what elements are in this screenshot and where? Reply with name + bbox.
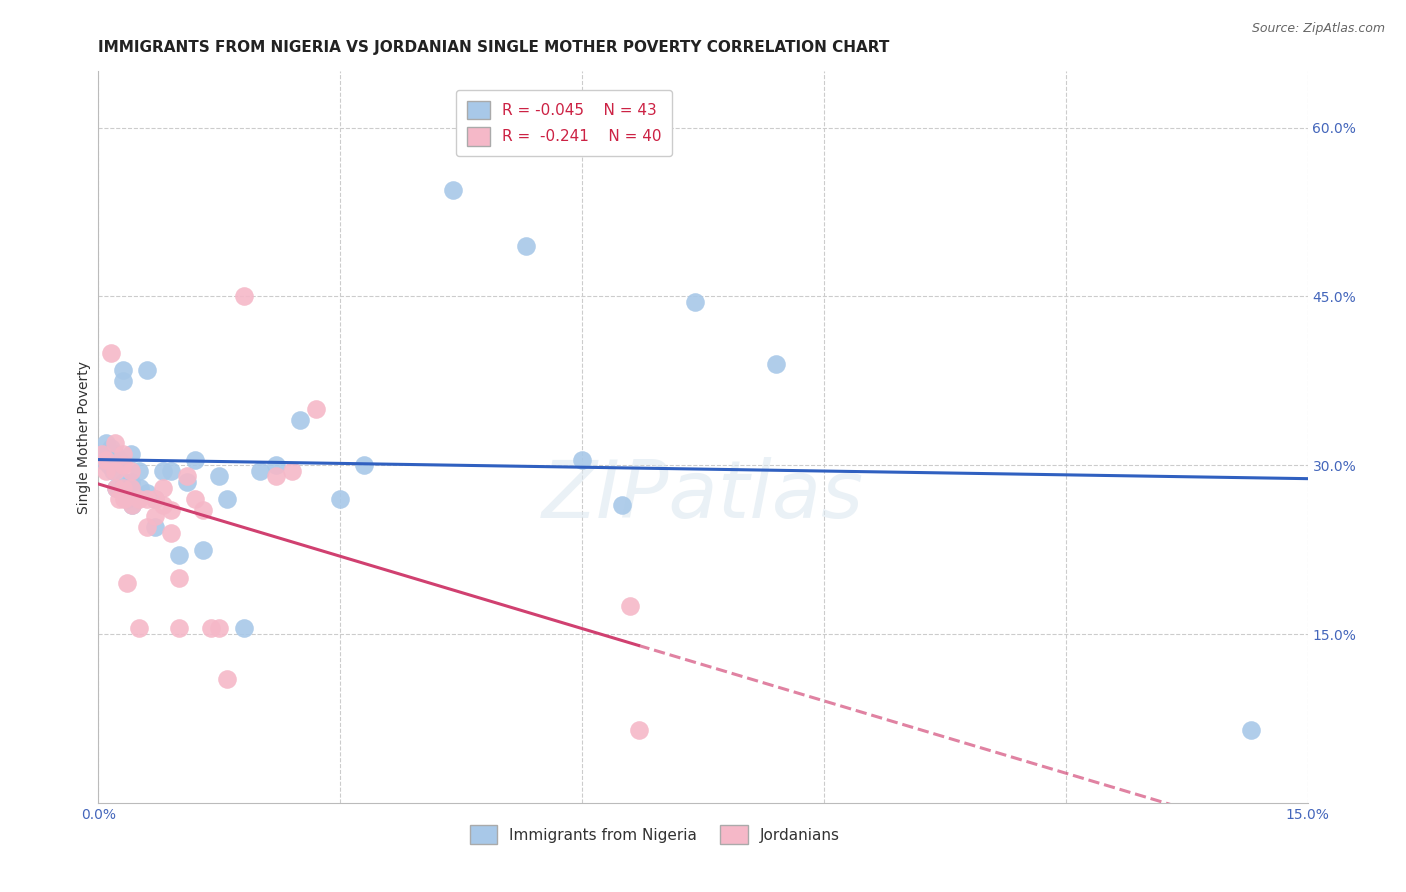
Point [91,452,114,467]
Point [160,525,183,540]
Point [120,475,142,489]
Point [217,491,239,506]
Point [103,435,125,450]
Point [128,491,150,506]
Point [627,723,650,737]
Point [176,475,198,489]
Point [167,571,190,585]
Y-axis label: Single Mother Poverty: Single Mother Poverty [77,360,91,514]
Point [515,239,537,253]
Point [112,475,135,489]
Point [167,621,190,635]
Point [111,374,134,388]
Text: IMMIGRANTS FROM NIGERIA VS JORDANIAN SINGLE MOTHER POVERTY CORRELATION CHART: IMMIGRANTS FROM NIGERIA VS JORDANIAN SIN… [98,40,890,55]
Point [353,458,375,473]
Point [101,464,124,478]
Point [121,498,143,512]
Text: Source: ZipAtlas.com: Source: ZipAtlas.com [1251,22,1385,36]
Point [232,621,254,635]
Point [96,435,118,450]
Point [111,481,134,495]
Point [100,345,122,359]
Point [103,464,125,478]
Point [208,469,231,483]
Point [135,520,157,534]
Point [107,452,129,467]
Point [305,401,328,416]
Point [1240,723,1263,737]
Point [264,469,287,483]
Point [193,542,215,557]
Point [264,458,287,473]
Point [184,452,207,467]
Point [111,362,134,376]
Point [160,464,183,478]
Point [143,508,166,523]
Point [135,362,157,376]
Point [249,464,271,478]
Point [105,481,128,495]
Point [100,442,122,456]
Point [571,452,593,467]
Point [152,464,174,478]
Point [208,621,231,635]
Point [143,520,166,534]
Point [97,458,120,473]
Point [143,491,166,506]
Point [176,469,198,483]
Point [232,289,254,303]
Point [96,452,118,467]
Point [129,481,152,495]
Point [105,481,128,495]
Point [765,357,787,371]
Point [184,491,207,506]
Point [103,447,125,461]
Point [167,548,190,562]
Point [111,447,134,461]
Point [121,498,143,512]
Point [193,503,215,517]
Point [160,503,183,517]
Point [128,464,150,478]
Point [120,481,142,495]
Point [683,295,706,310]
Point [619,599,641,613]
Point [115,491,138,506]
Point [115,576,138,591]
Point [217,672,239,686]
Point [441,182,464,196]
Point [143,491,166,506]
Point [288,413,311,427]
Point [128,621,150,635]
Point [152,498,174,512]
Point [120,464,142,478]
Point [200,621,222,635]
Point [135,486,157,500]
Point [107,491,129,506]
Point [281,464,304,478]
Point [91,447,114,461]
Legend: Immigrants from Nigeria, Jordanians: Immigrants from Nigeria, Jordanians [464,819,846,850]
Point [612,498,634,512]
Text: ZIPatlas: ZIPatlas [541,457,865,534]
Point [152,481,174,495]
Point [120,447,142,461]
Point [96,464,118,478]
Point [135,491,157,506]
Point [112,491,135,506]
Point [111,458,134,473]
Point [329,491,352,506]
Point [93,447,115,461]
